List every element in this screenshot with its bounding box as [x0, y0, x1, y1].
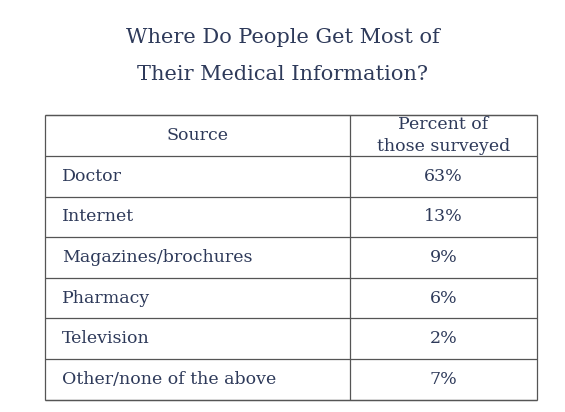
Text: Their Medical Information?: Their Medical Information? — [137, 65, 428, 84]
Text: Television: Television — [62, 330, 150, 347]
Text: 6%: 6% — [429, 290, 457, 307]
Text: Internet: Internet — [62, 208, 134, 225]
Text: Percent of
those surveyed: Percent of those surveyed — [377, 116, 510, 155]
Text: 13%: 13% — [424, 208, 463, 225]
Text: Magazines/brochures: Magazines/brochures — [62, 249, 253, 266]
Text: Source: Source — [167, 127, 229, 144]
Text: Pharmacy: Pharmacy — [62, 290, 150, 307]
Text: Other/none of the above: Other/none of the above — [62, 371, 276, 388]
Text: Where Do People Get Most of: Where Do People Get Most of — [125, 28, 440, 47]
Text: Doctor: Doctor — [62, 168, 122, 185]
Text: 2%: 2% — [429, 330, 457, 347]
Text: 9%: 9% — [429, 249, 457, 266]
Text: 7%: 7% — [429, 371, 457, 388]
Text: 63%: 63% — [424, 168, 463, 185]
